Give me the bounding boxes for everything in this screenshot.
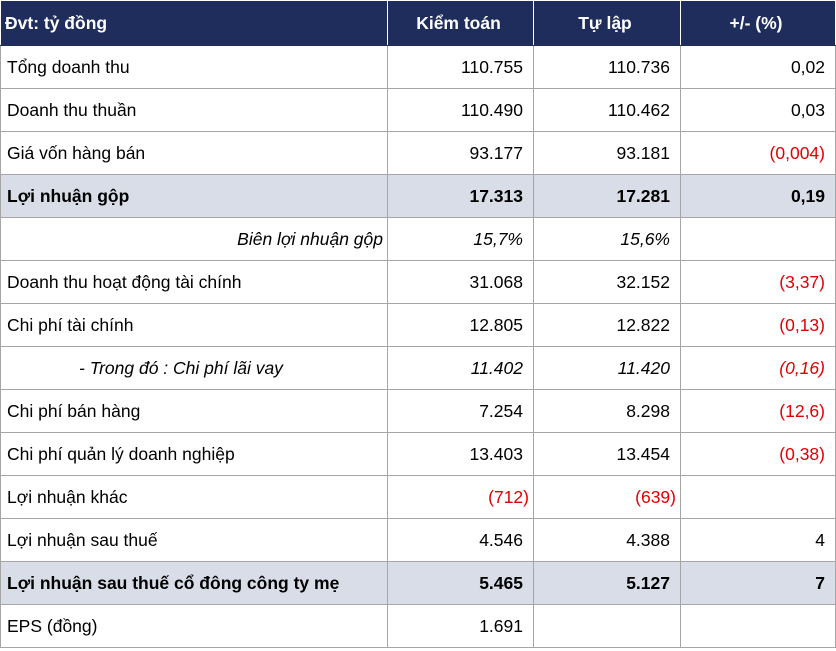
row-label: Chi phí bán hàng [0, 389, 388, 433]
value-cell: 4.388 [533, 518, 681, 562]
value-cell: 0,19 [680, 174, 836, 218]
value-cell: 7.254 [387, 389, 534, 433]
value-cell: 17.281 [533, 174, 681, 218]
value-cell: (0,004) [680, 131, 836, 175]
value-cell: 4 [680, 518, 836, 562]
table-row: EPS (đồng) 1.691 [0, 604, 836, 648]
table-row: Giá vốn hàng bán 93.177 93.181 (0,004) [0, 131, 836, 175]
value-cell [680, 217, 836, 261]
table-row: Lợi nhuận gộp 17.313 17.281 0,19 [0, 174, 836, 218]
row-label: Doanh thu hoạt động tài chính [0, 260, 388, 304]
value-cell: 8.298 [533, 389, 681, 433]
value-cell [680, 604, 836, 648]
row-label: Lợi nhuận khác [0, 475, 388, 519]
value-cell: 4.546 [387, 518, 534, 562]
value-cell: 110.755 [387, 45, 534, 89]
header-cell: Đvt: tỷ đồng [0, 0, 388, 46]
value-cell: 93.177 [387, 131, 534, 175]
value-cell: 110.490 [387, 88, 534, 132]
value-cell: 5.127 [533, 561, 681, 605]
row-label: Doanh thu thuần [0, 88, 388, 132]
value-cell: 15,6% [533, 217, 681, 261]
row-label: - Trong đó : Chi phí lãi vay [0, 346, 388, 390]
table-row: Lợi nhuận sau thuế 4.546 4.388 4 [0, 518, 836, 562]
table-row: Tổng doanh thu 110.755 110.736 0,02 [0, 45, 836, 89]
value-cell: 1.691 [387, 604, 534, 648]
row-label: Biên lợi nhuận gộp [0, 217, 388, 261]
header-cell: Tự lập [533, 0, 681, 46]
value-cell: 11.402 [387, 346, 534, 390]
table-row: Lợi nhuận sau thuế cổ đông công ty mẹ 5.4… [0, 561, 836, 605]
table-body: Tổng doanh thu 110.755 110.736 0,02 Doanh th… [0, 45, 836, 648]
value-cell: 0,02 [680, 45, 836, 89]
value-cell: 12.805 [387, 303, 534, 347]
row-label: Giá vốn hàng bán [0, 131, 388, 175]
value-cell: 93.181 [533, 131, 681, 175]
row-label: EPS (đồng) [0, 604, 388, 648]
value-cell: 15,7% [387, 217, 534, 261]
table-row: Chi phí bán hàng 7.254 8.298 (12,6) [0, 389, 836, 433]
value-cell: (712) [387, 475, 534, 519]
value-cell: (639) [533, 475, 681, 519]
value-cell: 110.462 [533, 88, 681, 132]
header-row: Đvt: tỷ đồng Kiểm toán Tự lập +/- (%) [0, 0, 836, 46]
row-label: Chi phí tài chính [0, 303, 388, 347]
value-cell: 7 [680, 561, 836, 605]
value-cell: (12,6) [680, 389, 836, 433]
value-cell: 17.313 [387, 174, 534, 218]
value-cell: 0,03 [680, 88, 836, 132]
value-cell: 13.454 [533, 432, 681, 476]
value-cell [533, 604, 681, 648]
value-cell: 5.465 [387, 561, 534, 605]
value-cell: (0,16) [680, 346, 836, 390]
value-cell: 13.403 [387, 432, 534, 476]
table-row: Chi phí quản lý doanh nghiệp 13.403 13.454… [0, 432, 836, 476]
value-cell: (0,13) [680, 303, 836, 347]
value-cell: (3,37) [680, 260, 836, 304]
value-cell: 31.068 [387, 260, 534, 304]
row-label: Lợi nhuận sau thuế [0, 518, 388, 562]
table-row: Lợi nhuận khác (712) (639) [0, 475, 836, 519]
value-cell [680, 475, 836, 519]
row-label: Chi phí quản lý doanh nghiệp [0, 432, 388, 476]
value-cell: 12.822 [533, 303, 681, 347]
table-row: Doanh thu hoạt động tài chính 31.068 32.15… [0, 260, 836, 304]
row-label: Lợi nhuận sau thuế cổ đông công ty mẹ [0, 561, 388, 605]
value-cell: 11.420 [533, 346, 681, 390]
row-label: Lợi nhuận gộp [0, 174, 388, 218]
table-header: Đvt: tỷ đồng Kiểm toán Tự lập +/- (%) [0, 0, 836, 46]
value-cell: 32.152 [533, 260, 681, 304]
header-cell: Kiểm toán [387, 0, 534, 46]
table-row: Chi phí tài chính 12.805 12.822 (0,13) [0, 303, 836, 347]
value-cell: (0,38) [680, 432, 836, 476]
header-cell: +/- (%) [680, 0, 836, 46]
table-row: Biên lợi nhuận gộp 15,7% 15,6% [0, 217, 836, 261]
value-cell: 110.736 [533, 45, 681, 89]
row-label: Tổng doanh thu [0, 45, 388, 89]
table-row: Doanh thu thuần 110.490 110.462 0,03 [0, 88, 836, 132]
table-row: - Trong đó : Chi phí lãi vay 11.402 11.420… [0, 346, 836, 390]
